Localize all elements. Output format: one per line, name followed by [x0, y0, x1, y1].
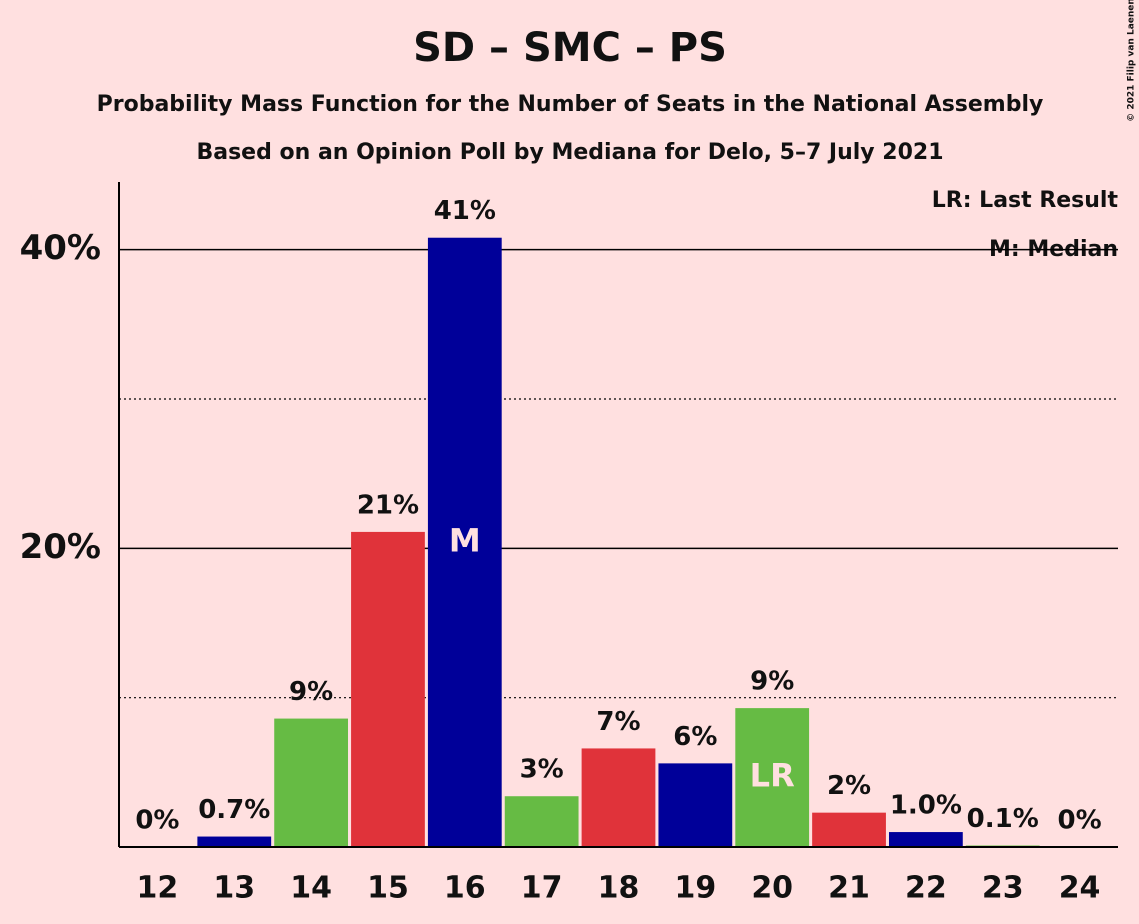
bar [427, 237, 502, 848]
bar-annotation: LR [750, 757, 795, 795]
bar [658, 763, 733, 847]
value-label: 21% [357, 490, 419, 520]
bar [735, 708, 810, 847]
value-label: 2% [827, 771, 871, 801]
y-tick-label: 20% [20, 527, 101, 567]
chart-subtitle: Based on an Opinion Poll by Mediana for … [196, 140, 943, 165]
x-tick-label: 22 [905, 871, 947, 906]
bar [274, 718, 349, 847]
legend-entry: LR: Last Result [932, 188, 1119, 213]
value-label: 3% [520, 755, 564, 785]
x-tick-label: 14 [290, 871, 332, 906]
value-label: 0.1% [967, 804, 1039, 834]
x-tick-label: 17 [521, 871, 563, 906]
bar [197, 836, 272, 847]
x-tick-label: 24 [1059, 871, 1101, 906]
bar-annotation: M [449, 521, 481, 559]
bar [504, 796, 579, 847]
x-tick-label: 23 [982, 871, 1024, 906]
value-label: 41% [434, 196, 496, 226]
x-tick-label: 13 [213, 871, 255, 906]
x-tick-label: 20 [751, 871, 793, 906]
x-tick-label: 19 [674, 871, 716, 906]
x-tick-label: 12 [137, 871, 179, 906]
bar [351, 531, 425, 847]
value-label: 9% [289, 677, 333, 707]
x-tick-label: 15 [367, 871, 409, 906]
chart-title: SD – SMC – PS [413, 25, 727, 71]
value-label: 0.7% [198, 795, 270, 825]
value-label: 6% [673, 722, 717, 752]
value-label: 1.0% [890, 791, 962, 821]
x-tick-label: 16 [444, 871, 486, 906]
value-label: 7% [596, 707, 640, 737]
value-label: 9% [750, 667, 794, 697]
bar [581, 748, 656, 847]
y-tick-label: 40% [20, 228, 101, 268]
chart-subtitle: Probability Mass Function for the Number… [97, 92, 1044, 117]
value-label: 0% [135, 806, 179, 836]
x-tick-label: 21 [828, 871, 870, 906]
copyright: © 2021 Filip van Laenen [1127, 0, 1137, 122]
value-label: 0% [1057, 806, 1101, 836]
x-tick-label: 18 [598, 871, 640, 906]
bar [888, 832, 963, 847]
bar [812, 812, 886, 847]
